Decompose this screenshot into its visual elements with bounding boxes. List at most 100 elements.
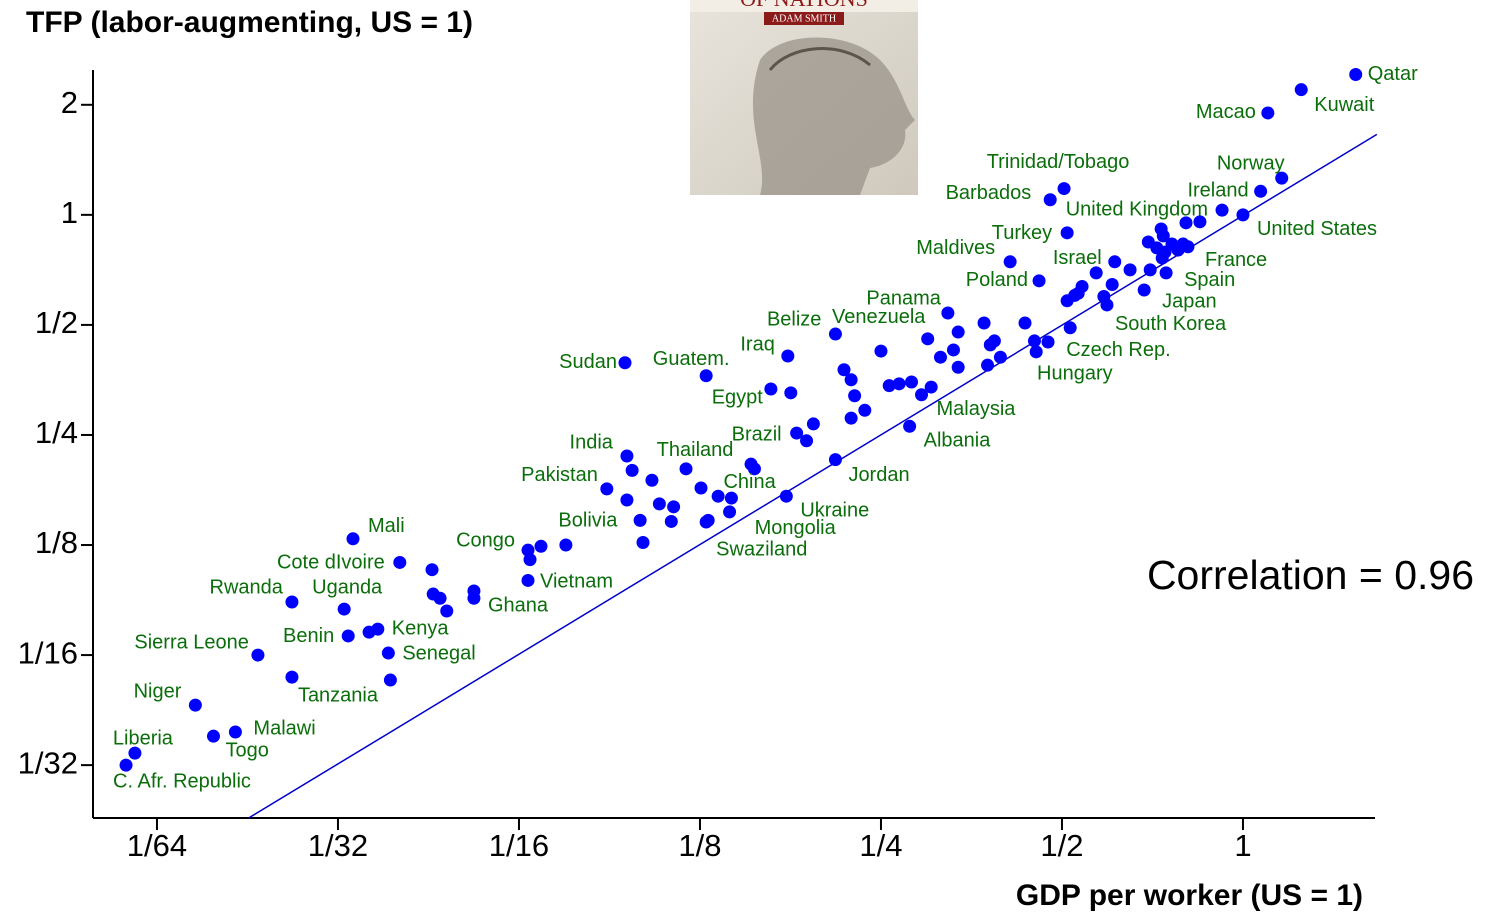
data-point	[903, 420, 916, 433]
data-point	[781, 350, 794, 363]
point-label: India	[570, 431, 614, 453]
point-label: Qatar	[1368, 63, 1418, 85]
data-point	[680, 462, 693, 475]
point-label: C. Afr. Republic	[113, 770, 251, 792]
data-point	[1004, 255, 1017, 268]
point-label: Japan	[1162, 290, 1217, 312]
data-point	[667, 500, 680, 513]
data-point	[978, 317, 991, 330]
data-point	[229, 726, 242, 739]
point-label: Senegal	[402, 642, 475, 664]
data-point	[934, 351, 947, 364]
data-point	[251, 649, 264, 662]
data-point	[342, 629, 355, 642]
point-label: Mongolia	[755, 517, 837, 539]
point-label: South Korea	[1115, 313, 1227, 335]
point-label: Brazil	[732, 423, 782, 445]
data-point	[620, 493, 633, 506]
data-point	[207, 730, 220, 743]
data-point	[393, 556, 406, 569]
point-label: Rwanda	[210, 576, 284, 598]
inset-image: OF NATIONS ADAM SMITH	[690, 0, 918, 195]
data-point	[1295, 83, 1308, 96]
point-label: Czech Rep.	[1066, 339, 1171, 361]
y-tick-label: 1/2	[35, 305, 78, 340]
data-point	[712, 490, 725, 503]
data-point	[1108, 255, 1121, 268]
data-point	[905, 375, 918, 388]
data-point	[1172, 244, 1185, 257]
point-label: Swaziland	[716, 538, 807, 560]
data-point	[1261, 106, 1274, 119]
fit-line	[249, 134, 1377, 818]
data-point	[189, 699, 202, 712]
data-point	[524, 553, 537, 566]
x-axis-title: GDP per worker (US = 1)	[1016, 879, 1363, 912]
data-point	[1349, 68, 1362, 81]
data-point	[829, 453, 842, 466]
data-point	[626, 464, 639, 477]
y-tick-label: 1/32	[18, 745, 78, 780]
data-point	[941, 306, 954, 319]
point-label: Jordan	[848, 464, 909, 486]
point-label: Liberia	[113, 727, 174, 749]
point-label: Egypt	[712, 386, 764, 408]
point-label: Iraq	[740, 333, 774, 355]
data-point	[1138, 283, 1151, 296]
point-label: China	[723, 471, 776, 493]
data-point	[440, 604, 453, 617]
data-point	[620, 449, 633, 462]
data-point	[1236, 208, 1249, 221]
data-point	[702, 514, 715, 527]
data-point	[1064, 321, 1077, 334]
x-tick-label: 1/32	[308, 828, 368, 863]
y-tick-label: 1/4	[35, 415, 78, 450]
data-point	[285, 596, 298, 609]
data-point	[893, 377, 906, 390]
data-point	[858, 404, 871, 417]
data-point	[784, 386, 797, 399]
point-label: Thailand	[657, 439, 734, 461]
point-label: Tanzania	[298, 684, 379, 706]
data-point	[534, 540, 547, 553]
inset-author: ADAM SMITH	[772, 13, 836, 24]
y-tick-label: 1/16	[18, 635, 78, 670]
point-label: Mali	[368, 515, 405, 537]
x-tick-label: 1/16	[489, 828, 549, 863]
data-point	[1106, 278, 1119, 291]
point-label: Vietnam	[540, 571, 613, 593]
point-label: Israel	[1053, 247, 1102, 269]
data-point	[1216, 204, 1229, 217]
data-point	[1061, 226, 1074, 239]
data-point	[600, 482, 613, 495]
data-point	[1180, 216, 1193, 229]
point-label: Bolivia	[558, 509, 618, 531]
point-label: Congo	[456, 529, 515, 551]
data-point	[559, 539, 572, 552]
data-point	[845, 412, 858, 425]
data-point	[807, 417, 820, 430]
data-point	[1124, 263, 1137, 276]
data-point	[1156, 252, 1169, 265]
y-tick-label: 1	[61, 195, 78, 230]
point-label: Cote dIvoire	[277, 552, 385, 574]
data-point	[1028, 334, 1041, 347]
data-point	[700, 369, 713, 382]
data-point	[952, 326, 965, 339]
data-point	[1030, 345, 1043, 358]
data-point	[1144, 263, 1157, 276]
data-point	[285, 671, 298, 684]
data-point	[1068, 289, 1081, 302]
point-label: Macao	[1196, 101, 1256, 123]
data-point	[634, 514, 647, 527]
point-label: Ghana	[488, 595, 549, 617]
data-point	[695, 482, 708, 495]
data-point	[800, 434, 813, 447]
data-point	[874, 345, 887, 358]
data-point	[522, 574, 535, 587]
x-tick-label: 1/8	[678, 828, 721, 863]
x-tick-label: 1/64	[127, 828, 187, 863]
point-label: Belize	[767, 308, 821, 330]
data-point	[1254, 185, 1267, 198]
point-label: Malawi	[253, 717, 315, 739]
